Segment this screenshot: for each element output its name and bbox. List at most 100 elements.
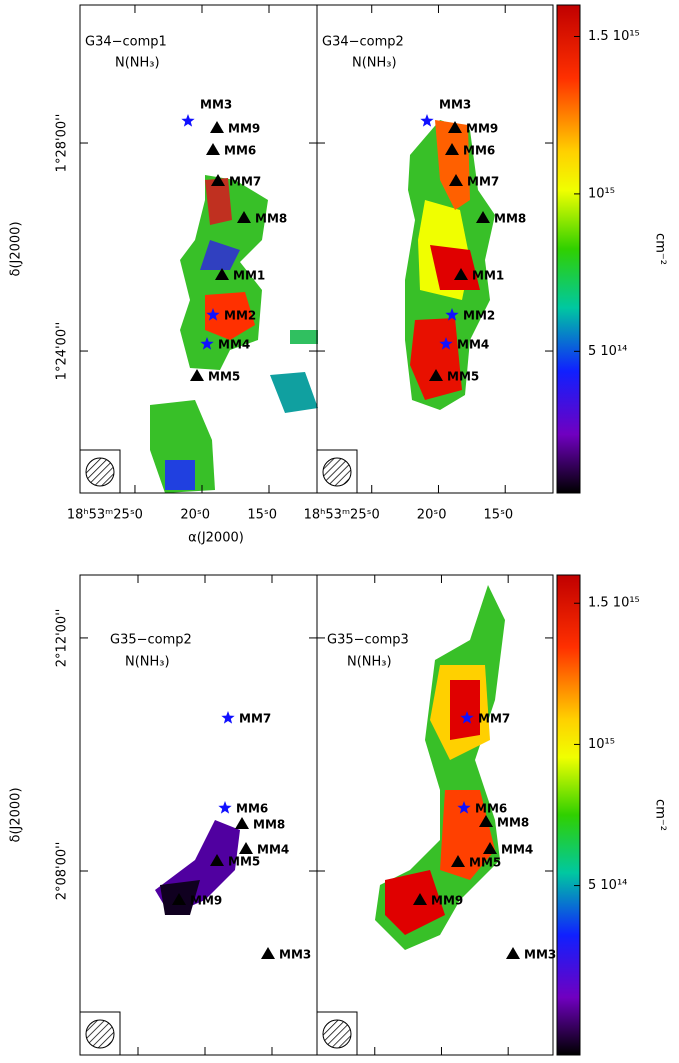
marker-triangle	[211, 174, 225, 186]
x-tick-label: 20ˢ0	[180, 508, 210, 523]
marker-label: MM8	[497, 816, 529, 830]
marker-label: MM2	[224, 309, 256, 323]
colorbar-tick-label: 5 10¹⁴	[588, 344, 627, 359]
y-tick-label: 2°12'00''	[55, 609, 70, 668]
marker-label: MM6	[463, 144, 495, 158]
marker-label: MM8	[253, 818, 285, 832]
marker-triangle	[215, 268, 229, 280]
marker-label: MM7	[478, 712, 510, 726]
marker-triangle	[239, 842, 253, 854]
marker-label: MM5	[208, 370, 240, 384]
colorbar-label: cm⁻²	[653, 233, 668, 265]
marker-label: MM9	[466, 122, 498, 136]
x-tick-label: 15ˢ0	[247, 508, 277, 523]
panel-species: N(NH₃)	[352, 56, 397, 71]
x-axis-label: α(J2000)	[188, 531, 244, 546]
colorbar-tick-label: 10¹⁵	[588, 186, 615, 201]
marker-triangle	[261, 947, 275, 959]
colorbar	[556, 4, 581, 494]
colorbar-tick-label: 1.5 10¹⁵	[588, 29, 640, 44]
marker-label: MM3	[279, 948, 311, 962]
panel-species: N(NH₃)	[115, 56, 160, 71]
marker-triangle	[476, 211, 490, 223]
panel-species: N(NH₃)	[125, 655, 170, 670]
marker-label: MM3	[524, 948, 556, 962]
x-tick-label: 15ˢ0	[484, 508, 514, 523]
marker-triangle	[210, 854, 224, 866]
marker-triangle	[237, 211, 251, 223]
panel-title: G35−comp3	[327, 633, 409, 648]
marker-triangle	[451, 855, 465, 867]
panel-title: G34−comp1	[85, 35, 167, 50]
marker-label: MM4	[501, 843, 533, 857]
marker-label: MM7	[239, 712, 271, 726]
beam	[85, 457, 115, 487]
marker-label: MM6	[475, 802, 507, 816]
colorbar-tick-label: 5 10¹⁴	[588, 878, 627, 893]
marker-star	[200, 337, 214, 350]
marker-label: MM4	[218, 338, 250, 352]
marker-triangle	[206, 143, 220, 155]
marker-star	[206, 308, 220, 321]
marker-triangle	[172, 893, 186, 905]
marker-triangle	[445, 143, 459, 155]
marker-star	[460, 711, 474, 724]
y-tick-label: 1°28'00''	[55, 114, 70, 173]
marker-label: MM4	[257, 843, 289, 857]
x-tick-label: 20ˢ0	[417, 508, 447, 523]
marker-triangle	[506, 947, 520, 959]
y-tick-label: 2°08'00''	[55, 842, 70, 901]
beam	[322, 457, 352, 487]
marker-star	[445, 308, 459, 321]
marker-label: MM8	[494, 212, 526, 226]
marker-triangle	[449, 174, 463, 186]
marker-label: MM8	[255, 212, 287, 226]
marker-star	[439, 337, 453, 350]
marker-star	[181, 114, 195, 127]
panel-title: G35−comp2	[110, 633, 192, 648]
panel-frame	[316, 4, 554, 494]
marker-label: MM5	[228, 855, 260, 869]
marker-label: MM5	[469, 856, 501, 870]
colorbar-tick-label: 10¹⁵	[588, 737, 615, 752]
y-tick-label: 1°24'00''	[55, 322, 70, 381]
marker-triangle	[190, 369, 204, 381]
marker-label: MM1	[233, 269, 265, 283]
x-tick-label: 18ʰ53ᵐ25ˢ0	[304, 508, 380, 523]
marker-triangle	[454, 268, 468, 280]
colorbar-tick-label: 1.5 10¹⁵	[588, 596, 640, 611]
marker-label: MM1	[472, 269, 504, 283]
marker-triangle	[210, 121, 224, 133]
marker-triangle	[483, 842, 497, 854]
beam	[85, 1019, 115, 1049]
marker-label: MM9	[190, 894, 222, 908]
beam	[322, 1019, 352, 1049]
panel-species: N(NH₃)	[347, 655, 392, 670]
marker-label: MM6	[236, 802, 268, 816]
marker-triangle	[413, 893, 427, 905]
y-axis-label: δ(J2000)	[9, 787, 24, 842]
colorbar-label: cm⁻²	[653, 799, 668, 831]
marker-star	[218, 801, 232, 814]
y-axis-label: δ(J2000)	[9, 221, 24, 276]
marker-label: MM4	[457, 338, 489, 352]
marker-label: MM6	[224, 144, 256, 158]
colorbar	[556, 574, 581, 1056]
marker-label: MM3	[439, 98, 471, 112]
panel-frame	[316, 574, 554, 1056]
marker-label: MM9	[228, 122, 260, 136]
marker-triangle	[479, 815, 493, 827]
marker-label: MM9	[431, 894, 463, 908]
x-tick-label: 18ʰ53ᵐ25ˢ0	[67, 508, 143, 523]
marker-label: MM7	[229, 175, 261, 189]
marker-star	[221, 711, 235, 724]
marker-label: MM3	[200, 98, 232, 112]
marker-label: MM2	[463, 309, 495, 323]
marker-star	[420, 114, 434, 127]
marker-triangle	[235, 817, 249, 829]
panel-title: G34−comp2	[322, 35, 404, 50]
marker-star	[457, 801, 471, 814]
marker-triangle	[448, 121, 462, 133]
marker-label: MM7	[467, 175, 499, 189]
